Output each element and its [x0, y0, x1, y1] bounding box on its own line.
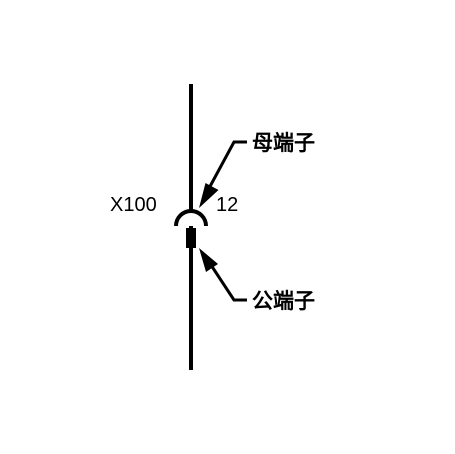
connector-code-label: X100	[110, 194, 157, 216]
female-terminal-label: 母端子	[252, 132, 315, 155]
male-terminal-leader	[207, 261, 247, 302]
male-terminal-label: 公端子	[252, 290, 315, 313]
pin-number-label: 12	[216, 194, 238, 216]
male-terminal-symbol	[186, 228, 196, 248]
male-terminal-arrowhead	[199, 248, 218, 272]
female-terminal-leader	[205, 140, 247, 193]
female-terminal-symbol	[174, 209, 208, 227]
female-terminal-arrowhead	[199, 183, 219, 208]
